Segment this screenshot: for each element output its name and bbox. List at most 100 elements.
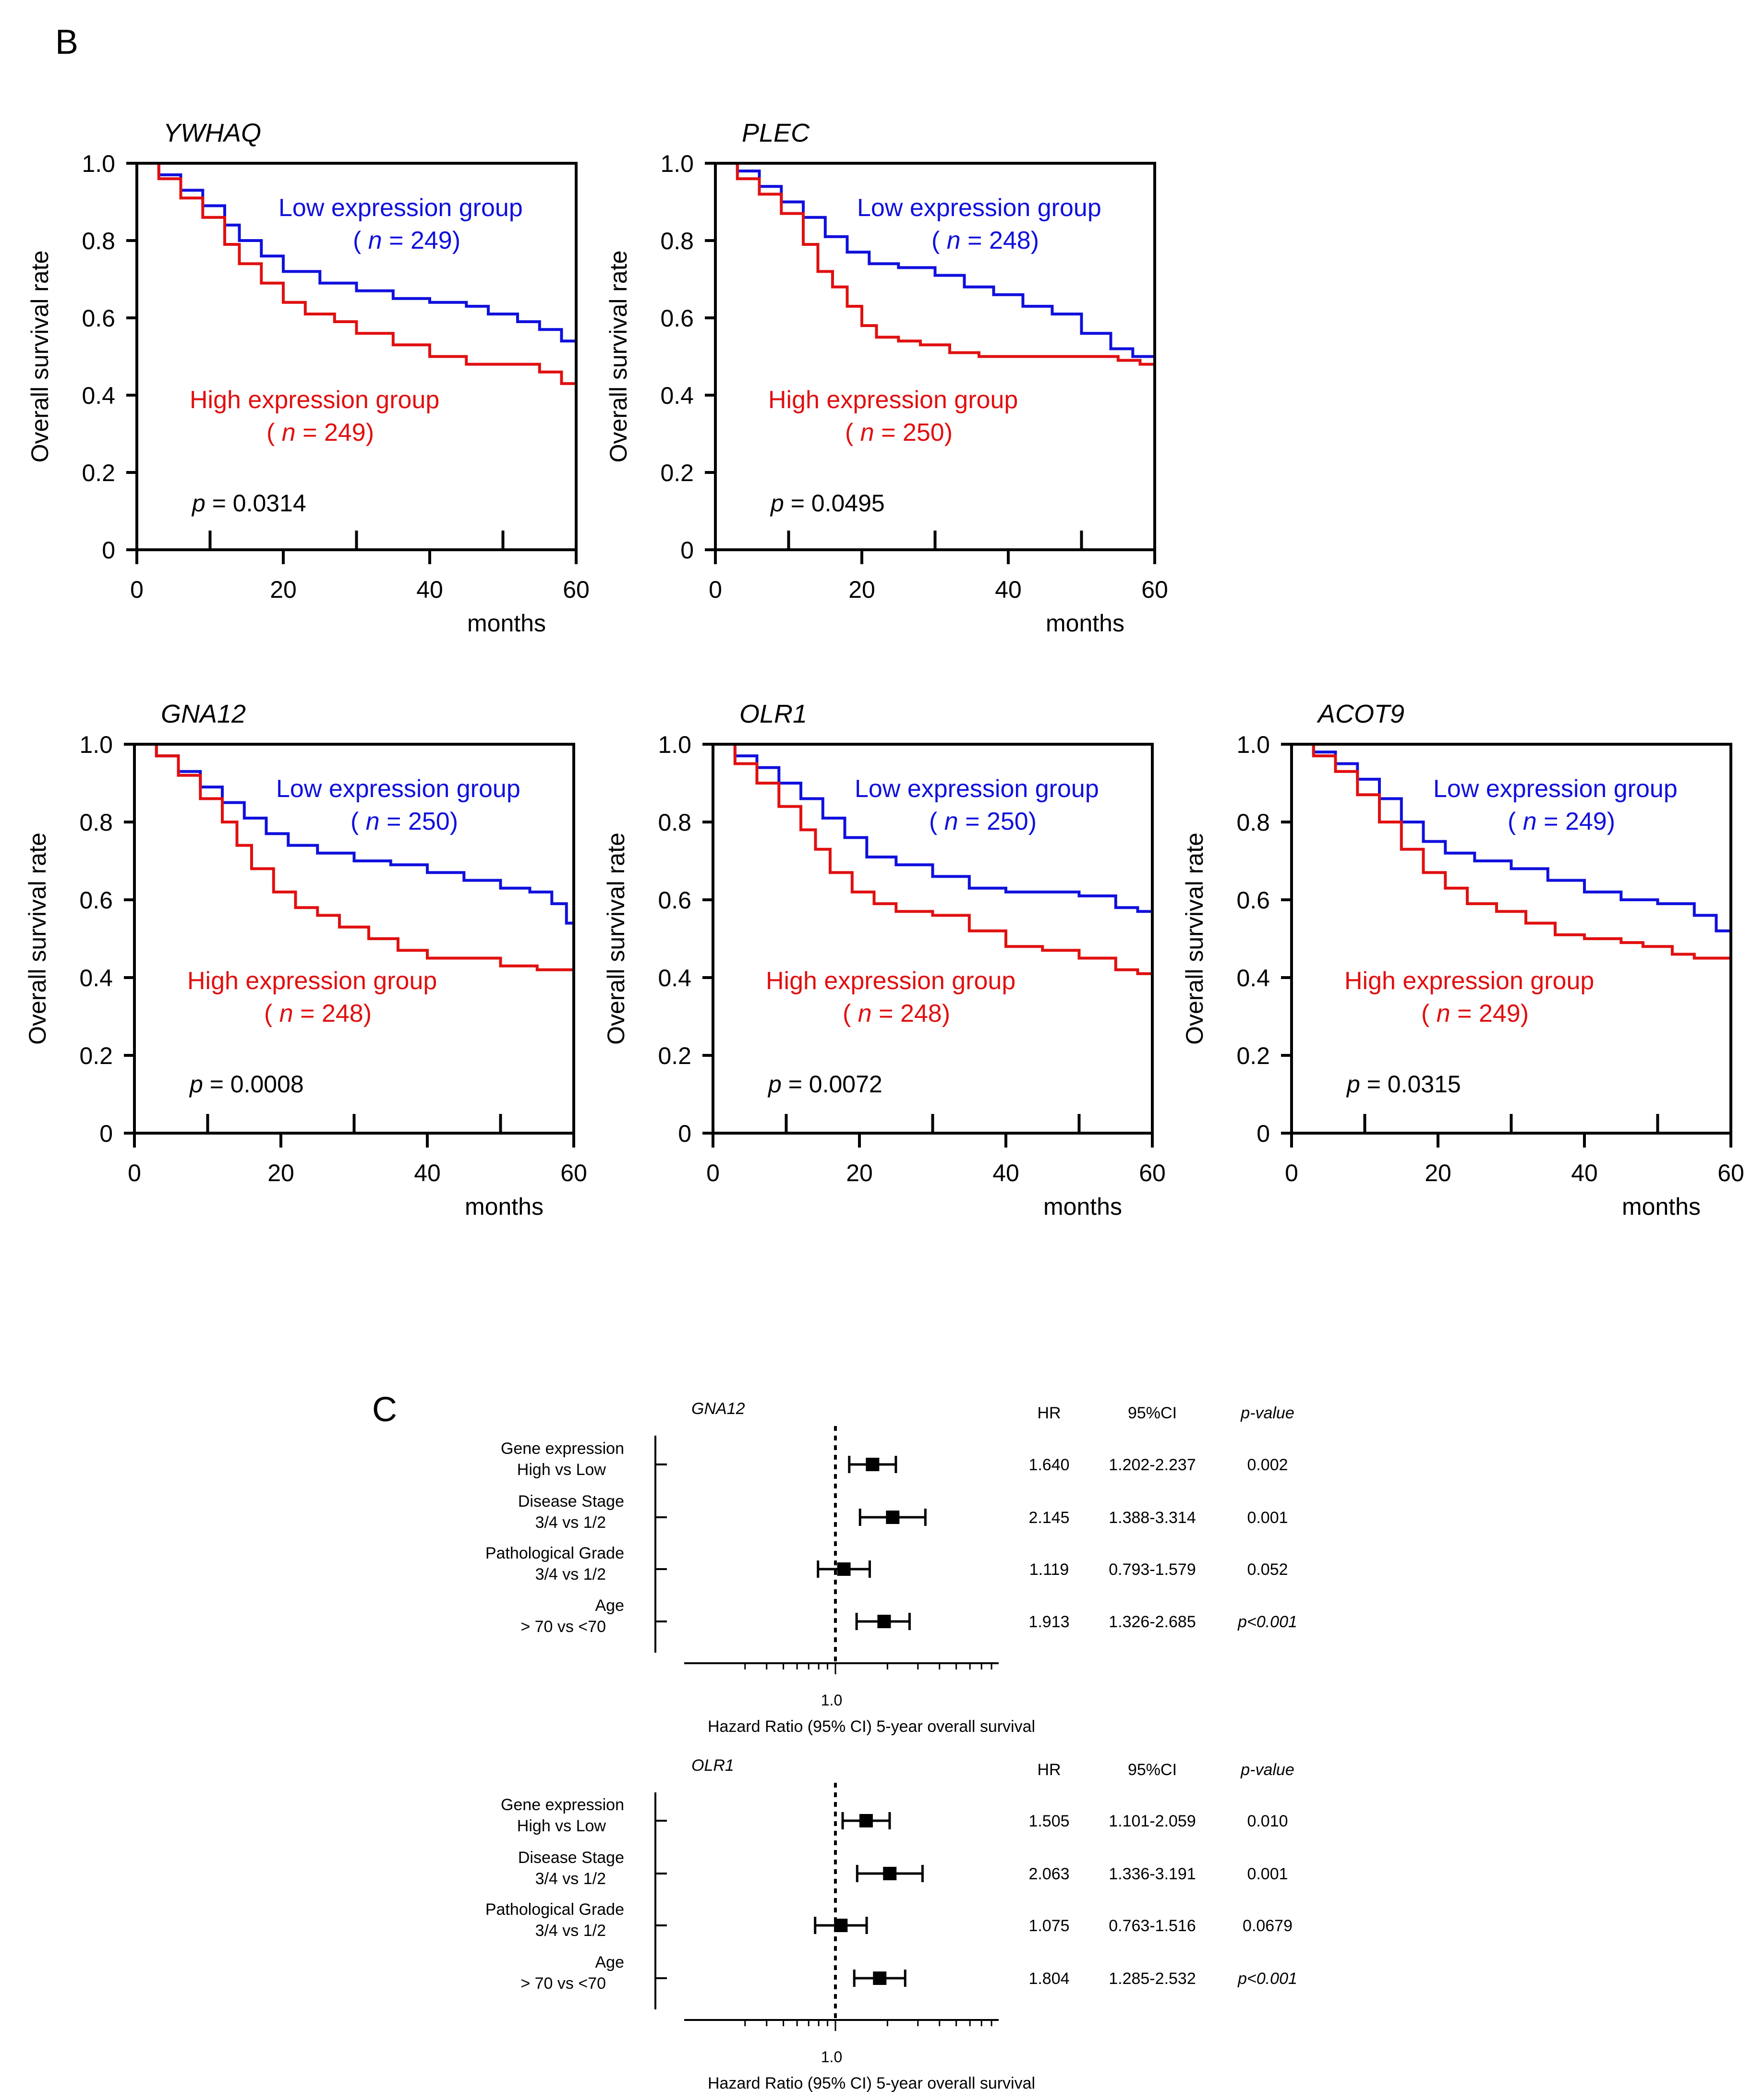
y-tick-label: 0.4 — [660, 382, 694, 409]
row-label: Disease Stage — [518, 1492, 624, 1511]
n-value: = 250) — [874, 419, 953, 447]
p-symbol: p — [191, 490, 205, 517]
y-tick-label: 0.4 — [79, 965, 113, 992]
ci-header: 95%CI — [1128, 1404, 1177, 1422]
y-tick-label: 1.0 — [79, 731, 113, 758]
x-tick-label: 20 — [848, 576, 875, 603]
low-group-label: Low expression group — [276, 775, 520, 803]
row-sublabel: High vs Low — [517, 1461, 606, 1479]
panel-c-label: C — [372, 1391, 397, 1429]
n-value: = 248) — [872, 1000, 950, 1028]
x-tick-label: 40 — [414, 1160, 441, 1186]
forest-title: GNA12 — [691, 1400, 745, 1418]
x-tick-label: 0 — [128, 1160, 141, 1186]
p-value-label: p = 0.0315 — [1346, 1071, 1461, 1098]
high-group-label: High expression group — [187, 967, 437, 995]
row-sublabel: 3/4 vs 1/2 — [535, 1870, 606, 1888]
n-symbol: n — [1523, 808, 1537, 835]
y-tick-label: 0 — [680, 537, 694, 564]
p-value: = 0.0495 — [784, 490, 885, 517]
high-expression-curve — [137, 162, 576, 385]
hr-point — [886, 1511, 900, 1524]
low-group-n: ( n = 248) — [931, 227, 1039, 254]
low-expression-curve — [713, 743, 1154, 927]
n-symbol: n — [1437, 1000, 1450, 1028]
x-tick-label: 40 — [416, 576, 443, 603]
low-group-n: ( n = 249) — [353, 227, 460, 254]
p-symbol: p — [770, 490, 784, 517]
ci-value: 1.202-2.237 — [1109, 1456, 1196, 1474]
high-group-n: ( n = 250) — [845, 419, 953, 447]
n-open: ( — [350, 808, 366, 835]
y-tick-label: 1.0 — [660, 150, 694, 177]
n-symbol: n — [368, 227, 382, 254]
km-chart-plec: PLEC 0 0.2 0.4 0.6 0.8 1.0 0 20 40 60 months Overall… — [605, 119, 1168, 637]
y-tick-label: 0.8 — [79, 809, 113, 836]
chart-title: ACOT9 — [1317, 700, 1404, 728]
high-expression-curve — [713, 743, 1154, 978]
row-label: Gene expression — [501, 1439, 624, 1458]
x-axis-label: months — [465, 1193, 544, 1220]
y-tick-label: 0.2 — [660, 460, 694, 486]
forest-x-axis-label: Hazard Ratio (95% CI) 5-year overall sur… — [708, 1717, 1035, 1736]
ci-value: 1.336-3.191 — [1109, 1865, 1196, 1883]
p-value: 0.001 — [1247, 1509, 1288, 1527]
x-axis-label: months — [1046, 610, 1124, 637]
high-group-label: High expression group — [766, 967, 1015, 995]
y-tick-label: 0.6 — [79, 887, 113, 914]
n-open: ( — [264, 1000, 279, 1028]
high-group-label: High expression group — [768, 386, 1018, 414]
row-label: Age — [595, 1596, 625, 1615]
hr-value: 1.075 — [1028, 1917, 1069, 1935]
n-symbol: n — [279, 1000, 293, 1028]
p-value: 0.002 — [1247, 1456, 1288, 1474]
hr-point — [883, 1867, 897, 1880]
forest-plot-olr1: OLR1 HR 95%CI p-value 1.0 Hazard Ratio (95% C… — [485, 1756, 1297, 2092]
low-group-label: Low expression group — [278, 194, 523, 222]
low-group-label: Low expression group — [857, 194, 1101, 222]
high-expression-curve — [1292, 743, 1731, 960]
y-tick-label: 0.2 — [82, 460, 115, 486]
p-value: p<0.001 — [1237, 1970, 1297, 1988]
row-label: Disease Stage — [518, 1849, 624, 1867]
p-value: 0.0679 — [1243, 1917, 1293, 1935]
x-tick-label: 20 — [1425, 1160, 1451, 1186]
row-sublabel: High vs Low — [517, 1817, 606, 1835]
y-tick-label: 0.6 — [658, 887, 691, 914]
high-expression-curve — [715, 162, 1155, 366]
low-group-label: Low expression group — [855, 775, 1099, 803]
hr-point — [873, 1971, 887, 1985]
x-tick-label: 40 — [1571, 1160, 1598, 1186]
p-value: 0.001 — [1247, 1865, 1288, 1883]
hr-value: 1.119 — [1029, 1560, 1069, 1579]
n-value: = 249) — [296, 419, 374, 447]
hr-point — [837, 1562, 851, 1576]
ci-value: 1.326-2.685 — [1109, 1613, 1196, 1631]
high-group-n: ( n = 248) — [843, 1000, 950, 1028]
n-open: ( — [845, 419, 860, 447]
forest-ref-tick-label: 1.0 — [821, 1692, 842, 1709]
y-tick-label: 0.2 — [658, 1042, 691, 1069]
forest-x-axis-label: Hazard Ratio (95% CI) 5-year overall sur… — [708, 2074, 1035, 2092]
n-symbol: n — [858, 1000, 872, 1028]
y-axis-label: Overall survival rate — [24, 833, 51, 1045]
panel-b-label: B — [55, 23, 78, 61]
ci-value: 0.763-1.516 — [1109, 1917, 1196, 1935]
low-group-n: ( n = 250) — [929, 808, 1037, 835]
x-tick-label: 0 — [130, 576, 144, 603]
n-value: = 248) — [293, 1000, 372, 1028]
ci-value: 1.388-3.314 — [1109, 1509, 1196, 1527]
x-axis-label: months — [1622, 1193, 1701, 1220]
hr-header: HR — [1037, 1761, 1061, 1779]
p-value-header: p-value — [1240, 1761, 1294, 1779]
y-axis-label: Overall survival rate — [605, 251, 632, 463]
y-tick-label: 0 — [99, 1120, 113, 1147]
row-sublabel: 3/4 vs 1/2 — [535, 1565, 606, 1584]
chart-title: GNA12 — [161, 700, 246, 728]
p-value-label: p = 0.0072 — [767, 1071, 882, 1098]
row-label: Pathological Grade — [485, 1544, 624, 1562]
p-value-header: p-value — [1240, 1404, 1294, 1422]
n-open: ( — [931, 227, 947, 254]
y-tick-label: 0.2 — [1236, 1042, 1270, 1069]
